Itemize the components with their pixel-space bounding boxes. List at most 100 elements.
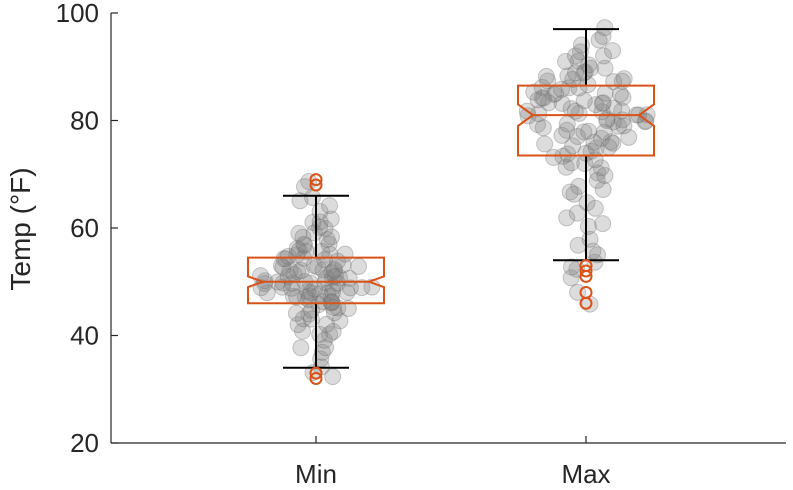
data-point (324, 368, 342, 386)
data-point (594, 94, 612, 112)
data-point (331, 312, 349, 330)
data-point (584, 242, 602, 260)
data-point (572, 36, 590, 54)
data-point (283, 274, 301, 292)
data-point (562, 269, 580, 287)
boxplots-layer (247, 28, 655, 385)
data-point (533, 78, 551, 96)
data-point (585, 133, 603, 151)
data-point (288, 288, 306, 306)
data-point (296, 288, 314, 306)
data-point (292, 262, 310, 280)
data-point (300, 172, 318, 190)
notched-box (247, 256, 385, 305)
data-point (339, 299, 357, 317)
y-tick-label: 100 (56, 0, 99, 28)
data-point (587, 96, 605, 114)
data-point (274, 258, 292, 276)
axes: 20 40 60 80 100 Min Max (56, 0, 786, 489)
data-point (313, 242, 331, 260)
outlier-marker (309, 178, 323, 192)
data-point (341, 279, 359, 297)
data-point (296, 236, 314, 254)
data-point (610, 117, 628, 135)
data-point (288, 246, 306, 264)
data-point (282, 279, 300, 297)
data-point (575, 64, 593, 82)
data-point (615, 117, 633, 135)
data-point (529, 116, 547, 134)
data-point (553, 126, 571, 144)
data-point (350, 257, 368, 275)
data-point (324, 323, 342, 341)
swarm-points-layer (252, 19, 656, 386)
y-tick-label: 40 (70, 321, 99, 351)
data-point (301, 274, 319, 292)
data-point (279, 247, 297, 265)
data-point (545, 148, 563, 166)
data-point (295, 178, 313, 196)
data-point (326, 261, 344, 279)
data-point (558, 209, 576, 227)
data-point (571, 43, 589, 61)
data-point (564, 137, 582, 155)
outlier-marker (579, 259, 593, 273)
data-point (566, 47, 584, 65)
data-point (536, 135, 554, 153)
data-point (318, 315, 336, 333)
data-point (559, 67, 577, 85)
data-point (594, 180, 612, 198)
data-point (533, 89, 551, 107)
data-point (596, 19, 614, 37)
data-point (323, 264, 341, 282)
data-point (558, 121, 576, 139)
data-point (305, 224, 323, 242)
data-point (325, 262, 343, 280)
data-point (557, 158, 575, 176)
data-point (596, 59, 614, 77)
data-point (325, 304, 343, 322)
outlier-marker (309, 372, 323, 385)
notched-box (517, 84, 655, 157)
data-point (604, 113, 622, 131)
data-point (559, 145, 577, 163)
data-point (323, 293, 341, 311)
data-point (314, 293, 332, 311)
data-point (575, 123, 593, 141)
data-point (320, 235, 338, 253)
data-point (321, 197, 339, 215)
data-point (598, 111, 616, 129)
data-point (274, 274, 292, 292)
data-point (285, 287, 303, 305)
outlier-marker (579, 264, 593, 278)
data-point (561, 183, 579, 201)
data-point (590, 31, 608, 49)
data-point (292, 339, 310, 357)
data-point (318, 230, 336, 248)
data-point (275, 250, 293, 268)
data-point (589, 164, 607, 182)
data-point (595, 123, 613, 141)
data-point (277, 250, 295, 268)
data-point (326, 267, 344, 285)
data-point (313, 343, 331, 361)
data-point (297, 242, 315, 260)
data-point (294, 322, 312, 340)
data-point (560, 79, 578, 97)
data-point (588, 171, 606, 189)
x-tick-label: Max (561, 459, 610, 489)
data-point (336, 245, 354, 263)
data-point (256, 272, 274, 290)
outlier-marker (309, 173, 323, 187)
data-point (570, 79, 588, 97)
data-point (279, 267, 297, 285)
data-point (602, 133, 620, 151)
data-point (594, 215, 612, 233)
data-point (565, 185, 583, 203)
data-point (592, 159, 610, 177)
data-point (363, 278, 381, 296)
data-point (273, 278, 291, 296)
data-point (322, 210, 340, 228)
data-point (614, 88, 632, 106)
